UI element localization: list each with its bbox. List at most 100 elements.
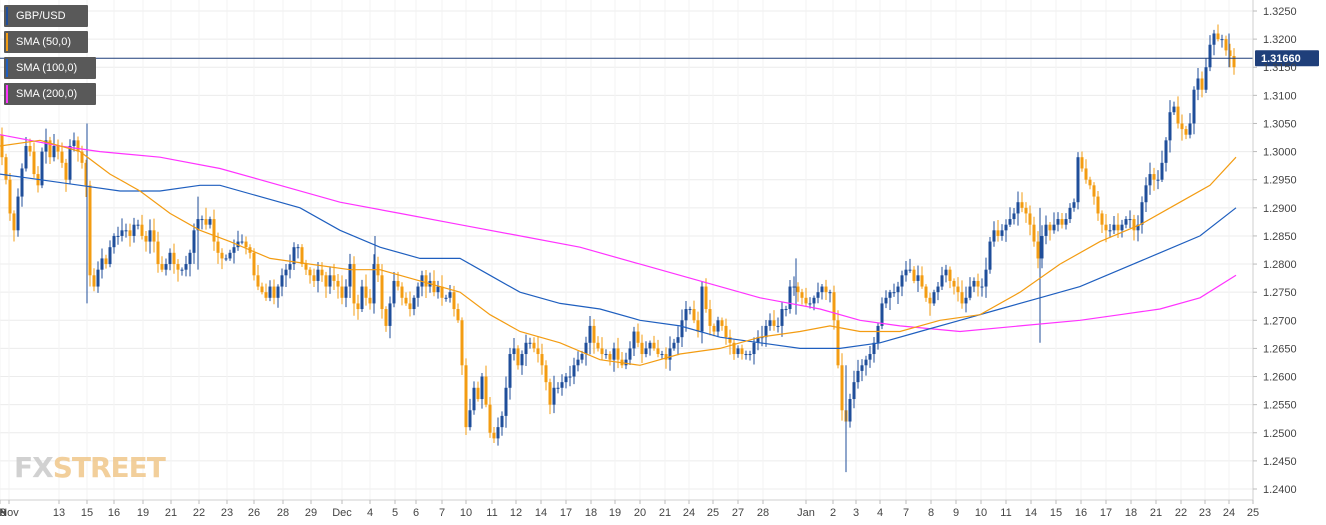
- candle-body: [180, 269, 184, 271]
- candle-body: [728, 337, 732, 343]
- candle-body: [588, 325, 592, 343]
- candle-body: [1168, 112, 1172, 141]
- candle-body: [888, 292, 892, 298]
- candle-body: [416, 286, 420, 298]
- candle-body: [980, 286, 984, 288]
- candle-body: [768, 320, 772, 326]
- x-tick-label: 20: [634, 507, 646, 519]
- candle-body: [1056, 219, 1060, 225]
- candle-body: [704, 286, 708, 310]
- candle-body: [556, 387, 560, 389]
- candle-body: [904, 269, 908, 276]
- x-tick-label: 22: [1175, 507, 1187, 519]
- legend-item-sma100[interactable]: SMA (100,0): [4, 57, 96, 79]
- candle-body: [184, 264, 188, 270]
- sma-lines: [0, 134, 1237, 366]
- candle-body: [940, 275, 944, 287]
- candle-body: [648, 342, 652, 349]
- candle-body: [968, 286, 972, 298]
- candle-body: [72, 140, 76, 146]
- legend-swatch: [6, 85, 8, 103]
- candle-body: [776, 325, 780, 327]
- candle-body: [1124, 219, 1128, 225]
- candle-body: [12, 213, 16, 231]
- candle-body: [752, 342, 756, 355]
- candle-body: [408, 303, 412, 310]
- candle-body: [436, 286, 440, 293]
- candle-body: [396, 280, 400, 287]
- candle-body: [784, 309, 788, 311]
- candle-body: [640, 342, 644, 355]
- candle-body: [1040, 235, 1044, 259]
- candle-body: [160, 264, 164, 270]
- candle-body: [964, 297, 968, 304]
- x-tick-label: 21: [659, 507, 671, 519]
- candle-body: [1164, 140, 1168, 163]
- candle-body: [200, 219, 204, 221]
- candle-body: [1008, 219, 1012, 225]
- candle-body: [884, 297, 888, 304]
- candle-body: [580, 354, 584, 360]
- candle-body: [1000, 230, 1004, 236]
- candle-body: [1180, 123, 1184, 130]
- candle-body: [732, 342, 736, 355]
- x-tick-label: 28: [757, 507, 769, 519]
- candle-body: [468, 410, 472, 428]
- x-tick-label: 23: [221, 507, 233, 519]
- candle-body: [40, 151, 44, 186]
- legend-item-gbpusd[interactable]: GBP/USD: [4, 5, 88, 27]
- candle-body: [1080, 157, 1084, 169]
- candle-body: [92, 275, 96, 287]
- candle-body: [80, 151, 84, 163]
- candle-body: [284, 269, 288, 276]
- candle-body: [176, 264, 180, 270]
- y-tick-label: 1.2700: [1263, 315, 1297, 327]
- candle-body: [316, 269, 320, 281]
- candle-body: [828, 292, 832, 294]
- x-tick-label: 24: [1223, 507, 1235, 519]
- candle-body: [1032, 224, 1036, 242]
- candle-body: [1224, 39, 1228, 51]
- candle-body: [324, 275, 328, 287]
- candle-body: [4, 157, 8, 180]
- candle-body: [216, 241, 220, 253]
- candle-body: [76, 140, 80, 152]
- x-tick-label: 4: [367, 507, 373, 519]
- x-tick-label: 26: [248, 507, 260, 519]
- candle-body: [232, 247, 236, 253]
- candle-body: [756, 337, 760, 343]
- candle-body: [292, 247, 296, 265]
- candle-body: [1200, 78, 1204, 90]
- candle-body: [652, 342, 656, 349]
- candle-body: [800, 292, 804, 298]
- candle-body: [244, 241, 248, 248]
- candle-body: [496, 427, 500, 439]
- candle-body: [1220, 39, 1224, 41]
- candle-body: [720, 320, 724, 326]
- candle-body: [480, 376, 484, 400]
- y-tick-label: 1.3200: [1263, 34, 1297, 46]
- y-tick-label: 1.3050: [1263, 118, 1297, 130]
- candle-body: [356, 303, 360, 310]
- candle-body: [28, 145, 32, 152]
- candle-body: [104, 258, 108, 265]
- x-tick-label: 17: [560, 507, 572, 519]
- candle-body: [328, 275, 332, 287]
- candle-body: [100, 258, 104, 270]
- candle-body: [624, 359, 628, 366]
- candle-body: [840, 365, 844, 411]
- candle-body: [792, 286, 796, 288]
- candle-body: [256, 275, 260, 287]
- x-tick-label: 21: [1150, 507, 1162, 519]
- candle-body: [172, 252, 176, 265]
- candle-body: [1096, 196, 1100, 214]
- candle-body: [132, 224, 136, 236]
- candle-body: [1176, 106, 1180, 124]
- legend-item-sma50[interactable]: SMA (50,0): [4, 31, 88, 53]
- sma-50-line: [0, 139, 1237, 366]
- x-tick-label: 19: [609, 507, 621, 519]
- candle-body: [332, 275, 336, 281]
- legend-item-sma200[interactable]: SMA (200,0): [4, 83, 96, 105]
- x-tick-label: 15: [1050, 507, 1062, 519]
- candle-body: [764, 325, 768, 338]
